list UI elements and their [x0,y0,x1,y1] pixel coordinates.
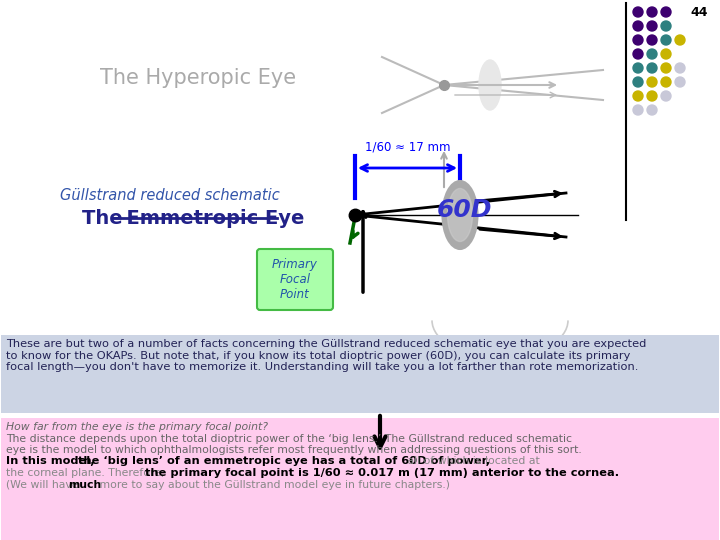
Circle shape [647,21,657,31]
FancyBboxPatch shape [1,418,719,540]
Circle shape [661,7,671,17]
Text: the primary focal point is 1/60 ≈ 0.017 m (17 mm) anterior to the cornea.: the primary focal point is 1/60 ≈ 0.017 … [141,468,619,478]
Circle shape [647,63,657,73]
Text: the corneal plane. Therefore,: the corneal plane. Therefore, [6,468,164,478]
Circle shape [633,49,643,59]
Circle shape [647,49,657,59]
Circle shape [661,49,671,59]
Text: much: much [68,480,102,489]
Circle shape [661,91,671,101]
Text: These are but two of a number of facts concerning the Güllstrand reduced schemat: These are but two of a number of facts c… [6,339,647,372]
Circle shape [633,91,643,101]
FancyBboxPatch shape [1,335,719,413]
Circle shape [633,35,643,45]
Text: 60D: 60D [437,198,492,222]
Circle shape [633,63,643,73]
Text: How far from the eye is the primary focal point?: How far from the eye is the primary foca… [6,422,268,432]
Text: 1/60 ≈ 17 mm: 1/60 ≈ 17 mm [365,141,450,154]
Text: In this model,: In this model, [6,456,94,467]
Ellipse shape [479,60,501,110]
Circle shape [675,35,685,45]
Text: 44: 44 [690,6,708,19]
Text: (We will have: (We will have [6,480,82,489]
Text: Primary
Focal
Point: Primary Focal Point [272,258,318,301]
FancyBboxPatch shape [257,249,333,310]
Circle shape [633,21,643,31]
Text: The Emmetropic Eye: The Emmetropic Eye [82,208,305,227]
Circle shape [647,105,657,115]
Circle shape [633,77,643,87]
Circle shape [633,7,643,17]
Circle shape [661,63,671,73]
Circle shape [675,63,685,73]
Circle shape [661,77,671,87]
Circle shape [661,21,671,31]
Circle shape [647,7,657,17]
Circle shape [633,105,643,115]
Text: eye is the model to which ophthalmologists refer most frequently when addressing: eye is the model to which ophthalmologis… [6,445,582,455]
Ellipse shape [448,188,472,241]
Text: all of which is located at: all of which is located at [404,456,540,467]
Text: Güllstrand reduced schematic: Güllstrand reduced schematic [60,188,280,204]
Text: the ‘big lens’ of an emmetropic eye has a total of 60D of power,: the ‘big lens’ of an emmetropic eye has … [74,456,490,467]
Circle shape [661,35,671,45]
Text: The distance depends upon the total dioptric power of the ‘big lens.’ The Güllst: The distance depends upon the total diop… [6,434,572,443]
Text: more to say about the Güllstrand model eye in future chapters.): more to say about the Güllstrand model e… [96,480,450,489]
Circle shape [647,91,657,101]
Circle shape [647,35,657,45]
Text: The Hyperopic Eye: The Hyperopic Eye [100,68,296,88]
Ellipse shape [443,181,477,249]
Circle shape [675,77,685,87]
Circle shape [647,77,657,87]
